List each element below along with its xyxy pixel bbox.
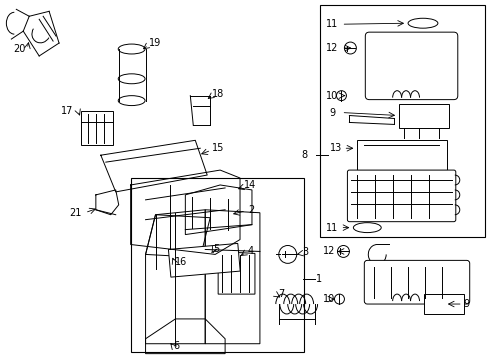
Bar [130, 178, 303, 352]
FancyBboxPatch shape [346, 170, 455, 222]
Text: 10: 10 [322, 294, 334, 304]
Text: 17: 17 [61, 105, 73, 116]
Text: 13: 13 [329, 143, 341, 153]
Bar [81, 111, 113, 145]
Text: 9: 9 [463, 299, 469, 309]
FancyBboxPatch shape [365, 32, 457, 100]
Text: 21: 21 [69, 208, 81, 218]
Text: 16: 16 [175, 257, 187, 267]
Text: 20: 20 [13, 44, 26, 54]
Text: 7: 7 [277, 289, 284, 299]
Text: 8: 8 [301, 150, 307, 160]
Text: 11: 11 [325, 19, 337, 29]
FancyBboxPatch shape [364, 260, 469, 304]
Bar [423, 294, 463, 314]
Text: 2: 2 [247, 205, 254, 215]
Text: 18: 18 [212, 89, 224, 99]
Bar [357, 140, 446, 170]
Text: 14: 14 [244, 180, 256, 190]
Text: 6: 6 [173, 341, 179, 351]
Text: 4: 4 [247, 247, 254, 256]
Text: 12: 12 [325, 43, 337, 53]
Text: 9: 9 [329, 108, 335, 117]
Bar [398, 104, 448, 129]
Text: 12: 12 [322, 247, 334, 256]
Text: 5: 5 [213, 244, 219, 255]
Text: 10: 10 [325, 91, 337, 101]
Text: 1: 1 [315, 274, 321, 284]
Text: 3: 3 [302, 247, 308, 257]
Text: 15: 15 [212, 143, 224, 153]
Bar [319, 5, 484, 237]
Text: 11: 11 [325, 222, 337, 233]
Text: 19: 19 [148, 38, 161, 48]
Bar [168, 243, 240, 277]
